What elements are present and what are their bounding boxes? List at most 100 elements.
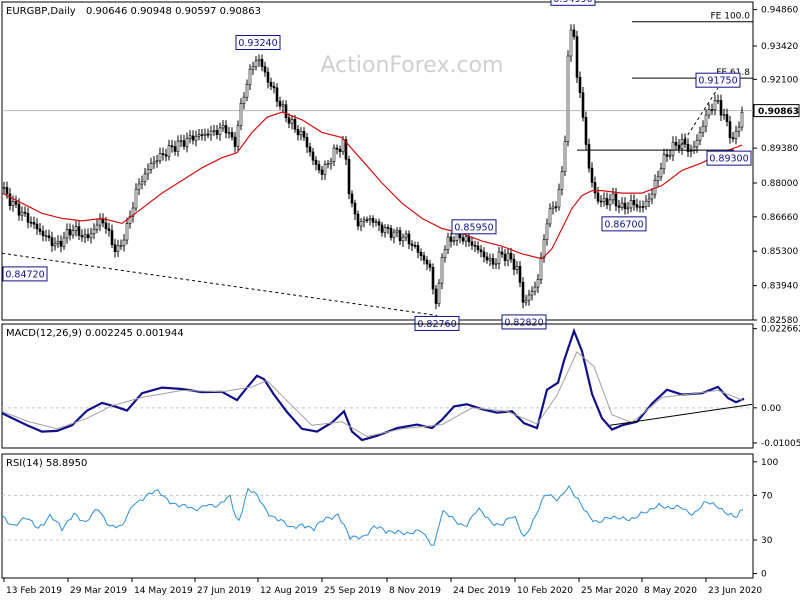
candle-body [20, 211, 24, 216]
candle-body [632, 200, 636, 205]
candle-body [191, 135, 195, 141]
price-level-label: 0.84720 [5, 269, 44, 280]
candle-body [287, 117, 291, 124]
macd-series [1, 327, 753, 442]
candle-body [437, 282, 441, 304]
macd-signal-line [1, 351, 745, 438]
moving-average-line [1, 111, 743, 260]
candle-body [200, 134, 204, 136]
candle-body [14, 201, 18, 205]
candle-body [305, 136, 309, 148]
candle-body [74, 226, 78, 231]
price-frame [1, 1, 754, 321]
candle-body [272, 86, 276, 89]
candle-body [380, 224, 384, 233]
candle-body [506, 252, 510, 261]
candle-body [485, 256, 489, 261]
candle-body [62, 237, 66, 247]
time-tick-label: 8 Nov 2019 [389, 586, 441, 596]
candle-body [98, 218, 102, 226]
price-level-box [706, 150, 752, 166]
candle-body [671, 142, 675, 156]
candle-body [587, 144, 591, 169]
last-price-label: 0.90863 [758, 107, 799, 117]
candle-body [590, 167, 594, 183]
candle-body [185, 138, 189, 147]
candle-body [65, 229, 69, 239]
candle-body [89, 233, 93, 239]
candle-body [695, 139, 699, 148]
candle-body [527, 294, 531, 301]
price-level-label: 0.89300 [709, 154, 748, 165]
macd-tick-label: 0.022662 [761, 325, 800, 335]
candle-body [326, 163, 330, 165]
price-level-label: 0.94990 [553, 0, 592, 5]
candle-body [257, 59, 261, 62]
candle-body [26, 213, 30, 223]
candle-body [221, 125, 225, 129]
time-axis: 13 Feb 2019 29 Mar 2019 14 May 2019 27 Jun … [3, 578, 762, 596]
candle-body [464, 236, 468, 242]
candle-body [404, 233, 408, 238]
candle-body [722, 114, 726, 116]
candle-body [227, 132, 231, 134]
candle-body [413, 245, 417, 247]
candle-body [47, 235, 51, 239]
candle-body [92, 229, 96, 235]
price-tick-label: 0.93420 [761, 42, 798, 52]
candle-body [197, 134, 201, 137]
candle-body [557, 188, 561, 208]
candle-body [365, 219, 369, 221]
candle-body [389, 227, 393, 238]
candle-body [80, 235, 84, 238]
candle-body [410, 243, 414, 246]
candle-body [443, 249, 447, 258]
chart-header: EURGBP,Daily [6, 6, 76, 17]
price-tick-label: 0.92100 [761, 75, 798, 85]
candle-body [497, 251, 501, 264]
time-tick-label: 27 Jun 2019 [197, 586, 251, 596]
candle-body [50, 237, 54, 247]
candle-body [188, 135, 192, 139]
candle-body [320, 169, 324, 175]
price-level-box [2, 266, 48, 282]
candle-body [509, 252, 513, 260]
candle-body [131, 207, 135, 217]
candle-body [533, 286, 537, 292]
candle-body [716, 100, 720, 102]
candle-body [398, 230, 402, 242]
candle-body [29, 221, 33, 224]
time-tick-label: 12 Aug 2019 [260, 586, 318, 596]
time-tick-label: 10 Feb 2020 [517, 586, 573, 596]
price-tick-label: 0.89380 [761, 144, 798, 154]
candle-body [536, 279, 540, 288]
candle-body [116, 245, 120, 252]
candle-body [638, 206, 642, 208]
candle-body [71, 230, 75, 236]
candle-body [539, 257, 543, 280]
candle-body [467, 236, 471, 243]
chart-header-ohlc: 0.90646 0.90948 0.90597 0.90863 [86, 6, 261, 17]
price-level-box [451, 219, 497, 235]
candle-body [560, 171, 564, 190]
candle-body [68, 229, 72, 236]
candle-body [725, 114, 729, 122]
candle-body [641, 206, 645, 208]
candle-body [152, 161, 156, 164]
candle-body [719, 100, 723, 116]
watermark: ActionForex.com [321, 53, 504, 78]
candle-body [218, 127, 222, 135]
candle-body [35, 223, 39, 230]
candle-body [95, 224, 99, 230]
candle-body [530, 291, 534, 296]
candle-body [179, 140, 183, 142]
candle-body [635, 204, 639, 208]
candle-body [284, 104, 288, 119]
candle-body [596, 192, 600, 202]
price-level-box [501, 314, 547, 330]
price-tick-label: 0.88000 [761, 179, 798, 189]
candle-body [2, 187, 6, 189]
candle-body [644, 200, 648, 208]
candle-body [395, 230, 399, 233]
candle-body [698, 132, 702, 141]
